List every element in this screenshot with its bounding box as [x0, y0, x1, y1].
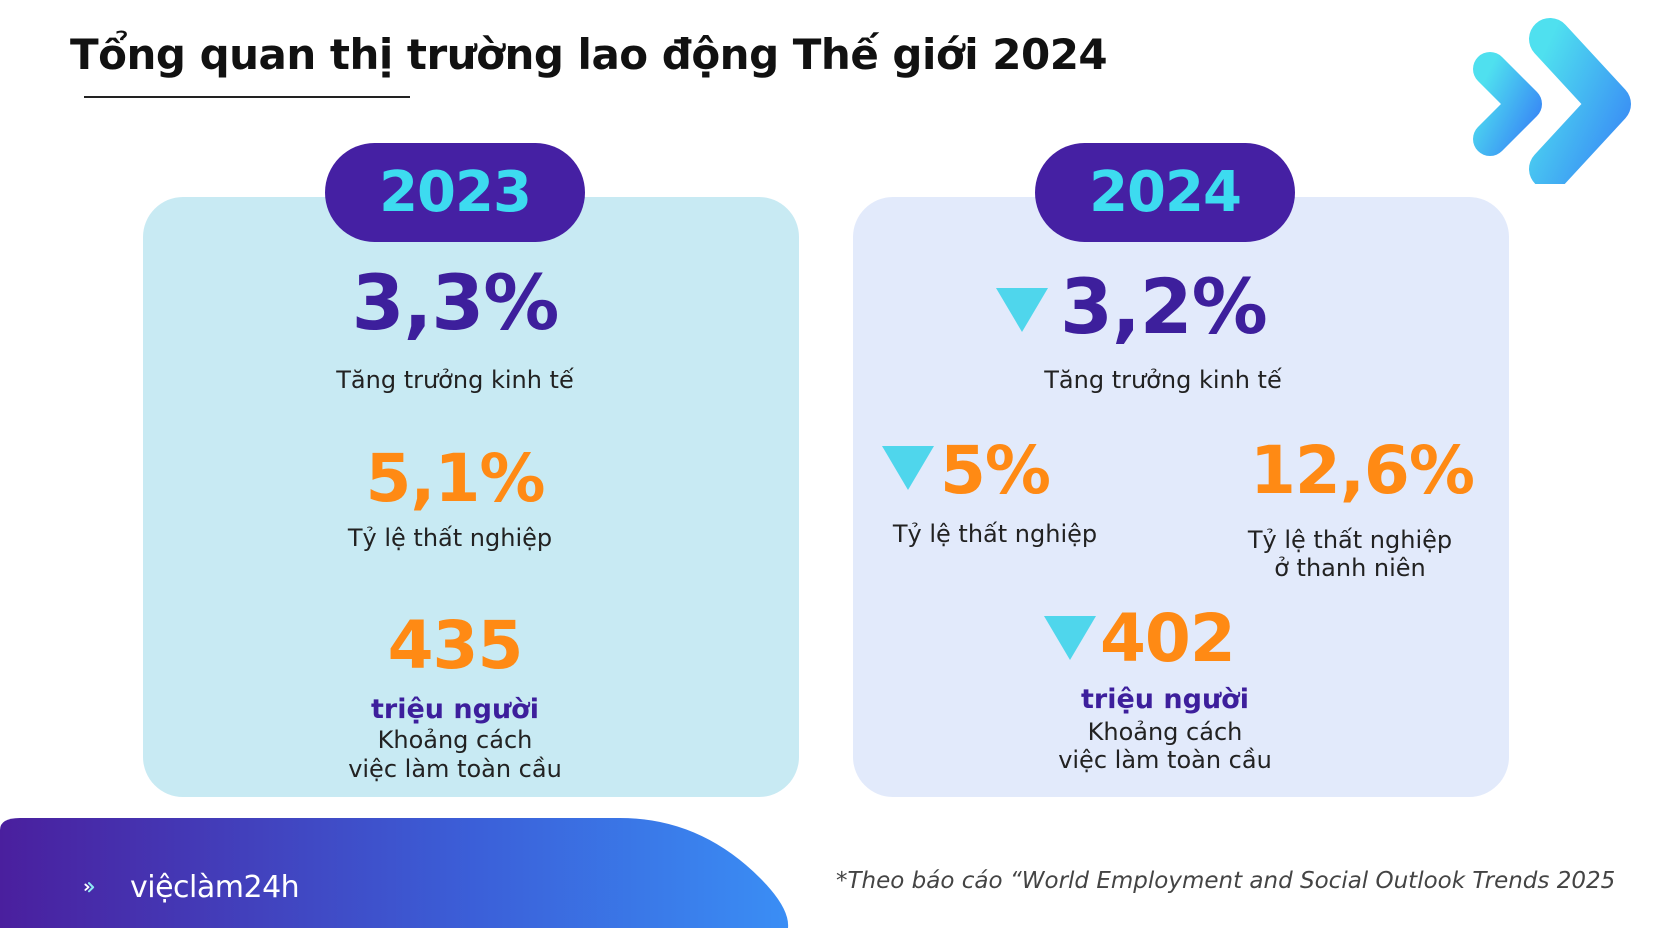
youth-unemployment-label-line1-2024: Tỷ lệ thất nghiệp [1247, 526, 1453, 554]
jobs-gap-label-line1-2023: Khoảng cách [377, 726, 533, 754]
page-title: Tổng quan thị trường lao động Thế giới 2… [70, 30, 1108, 79]
unemployment-value-2023: 5,1% [365, 440, 545, 517]
source-note: *Theo báo cáo “World Employment and Soci… [836, 868, 1616, 894]
unemployment-value-2024: 5% [940, 432, 1051, 509]
unemployment-label-2024: Tỷ lệ thất nghiệp [892, 520, 1098, 548]
jobs-gap-unit-2024: triệu người [1081, 684, 1249, 715]
year-badge-2024: 2024 [1035, 143, 1295, 242]
brand-name: việclàm24h [130, 870, 300, 905]
jobs-gap-label-line2-2024: việc làm toàn cầu [1058, 746, 1272, 774]
panel-2023 [143, 197, 799, 797]
footer-band [0, 818, 789, 928]
youth-unemployment-value-2024: 12,6% [1250, 432, 1475, 509]
title-underline [84, 96, 410, 98]
growth-value-2024: 3,2% [1060, 262, 1268, 351]
brand-logo-icon [84, 882, 95, 893]
jobs-gap-label-line2-2023: việc làm toàn cầu [348, 755, 562, 783]
growth-label-2024: Tăng trưởng kinh tế [1044, 366, 1282, 394]
unemployment-label-2023: Tỷ lệ thất nghiệp [347, 524, 553, 552]
youth-unemployment-label-line2-2024: ở thanh niên [1274, 554, 1426, 582]
growth-label-2023: Tăng trưởng kinh tế [336, 366, 574, 394]
panel-2024 [853, 197, 1509, 797]
down-triangle-icon [1044, 616, 1096, 660]
jobs-gap-value-2023: 435 [387, 607, 524, 684]
jobs-gap-label-line1-2024: Khoảng cách [1087, 718, 1243, 746]
year-badge-2023: 2023 [325, 143, 585, 242]
double-chevron-icon [1473, 18, 1631, 184]
down-triangle-icon [882, 446, 934, 490]
down-triangle-icon [996, 288, 1048, 332]
jobs-gap-unit-2023: triệu người [371, 694, 539, 725]
jobs-gap-value-2024: 402 [1100, 600, 1236, 677]
growth-value-2023: 3,3% [351, 258, 560, 347]
